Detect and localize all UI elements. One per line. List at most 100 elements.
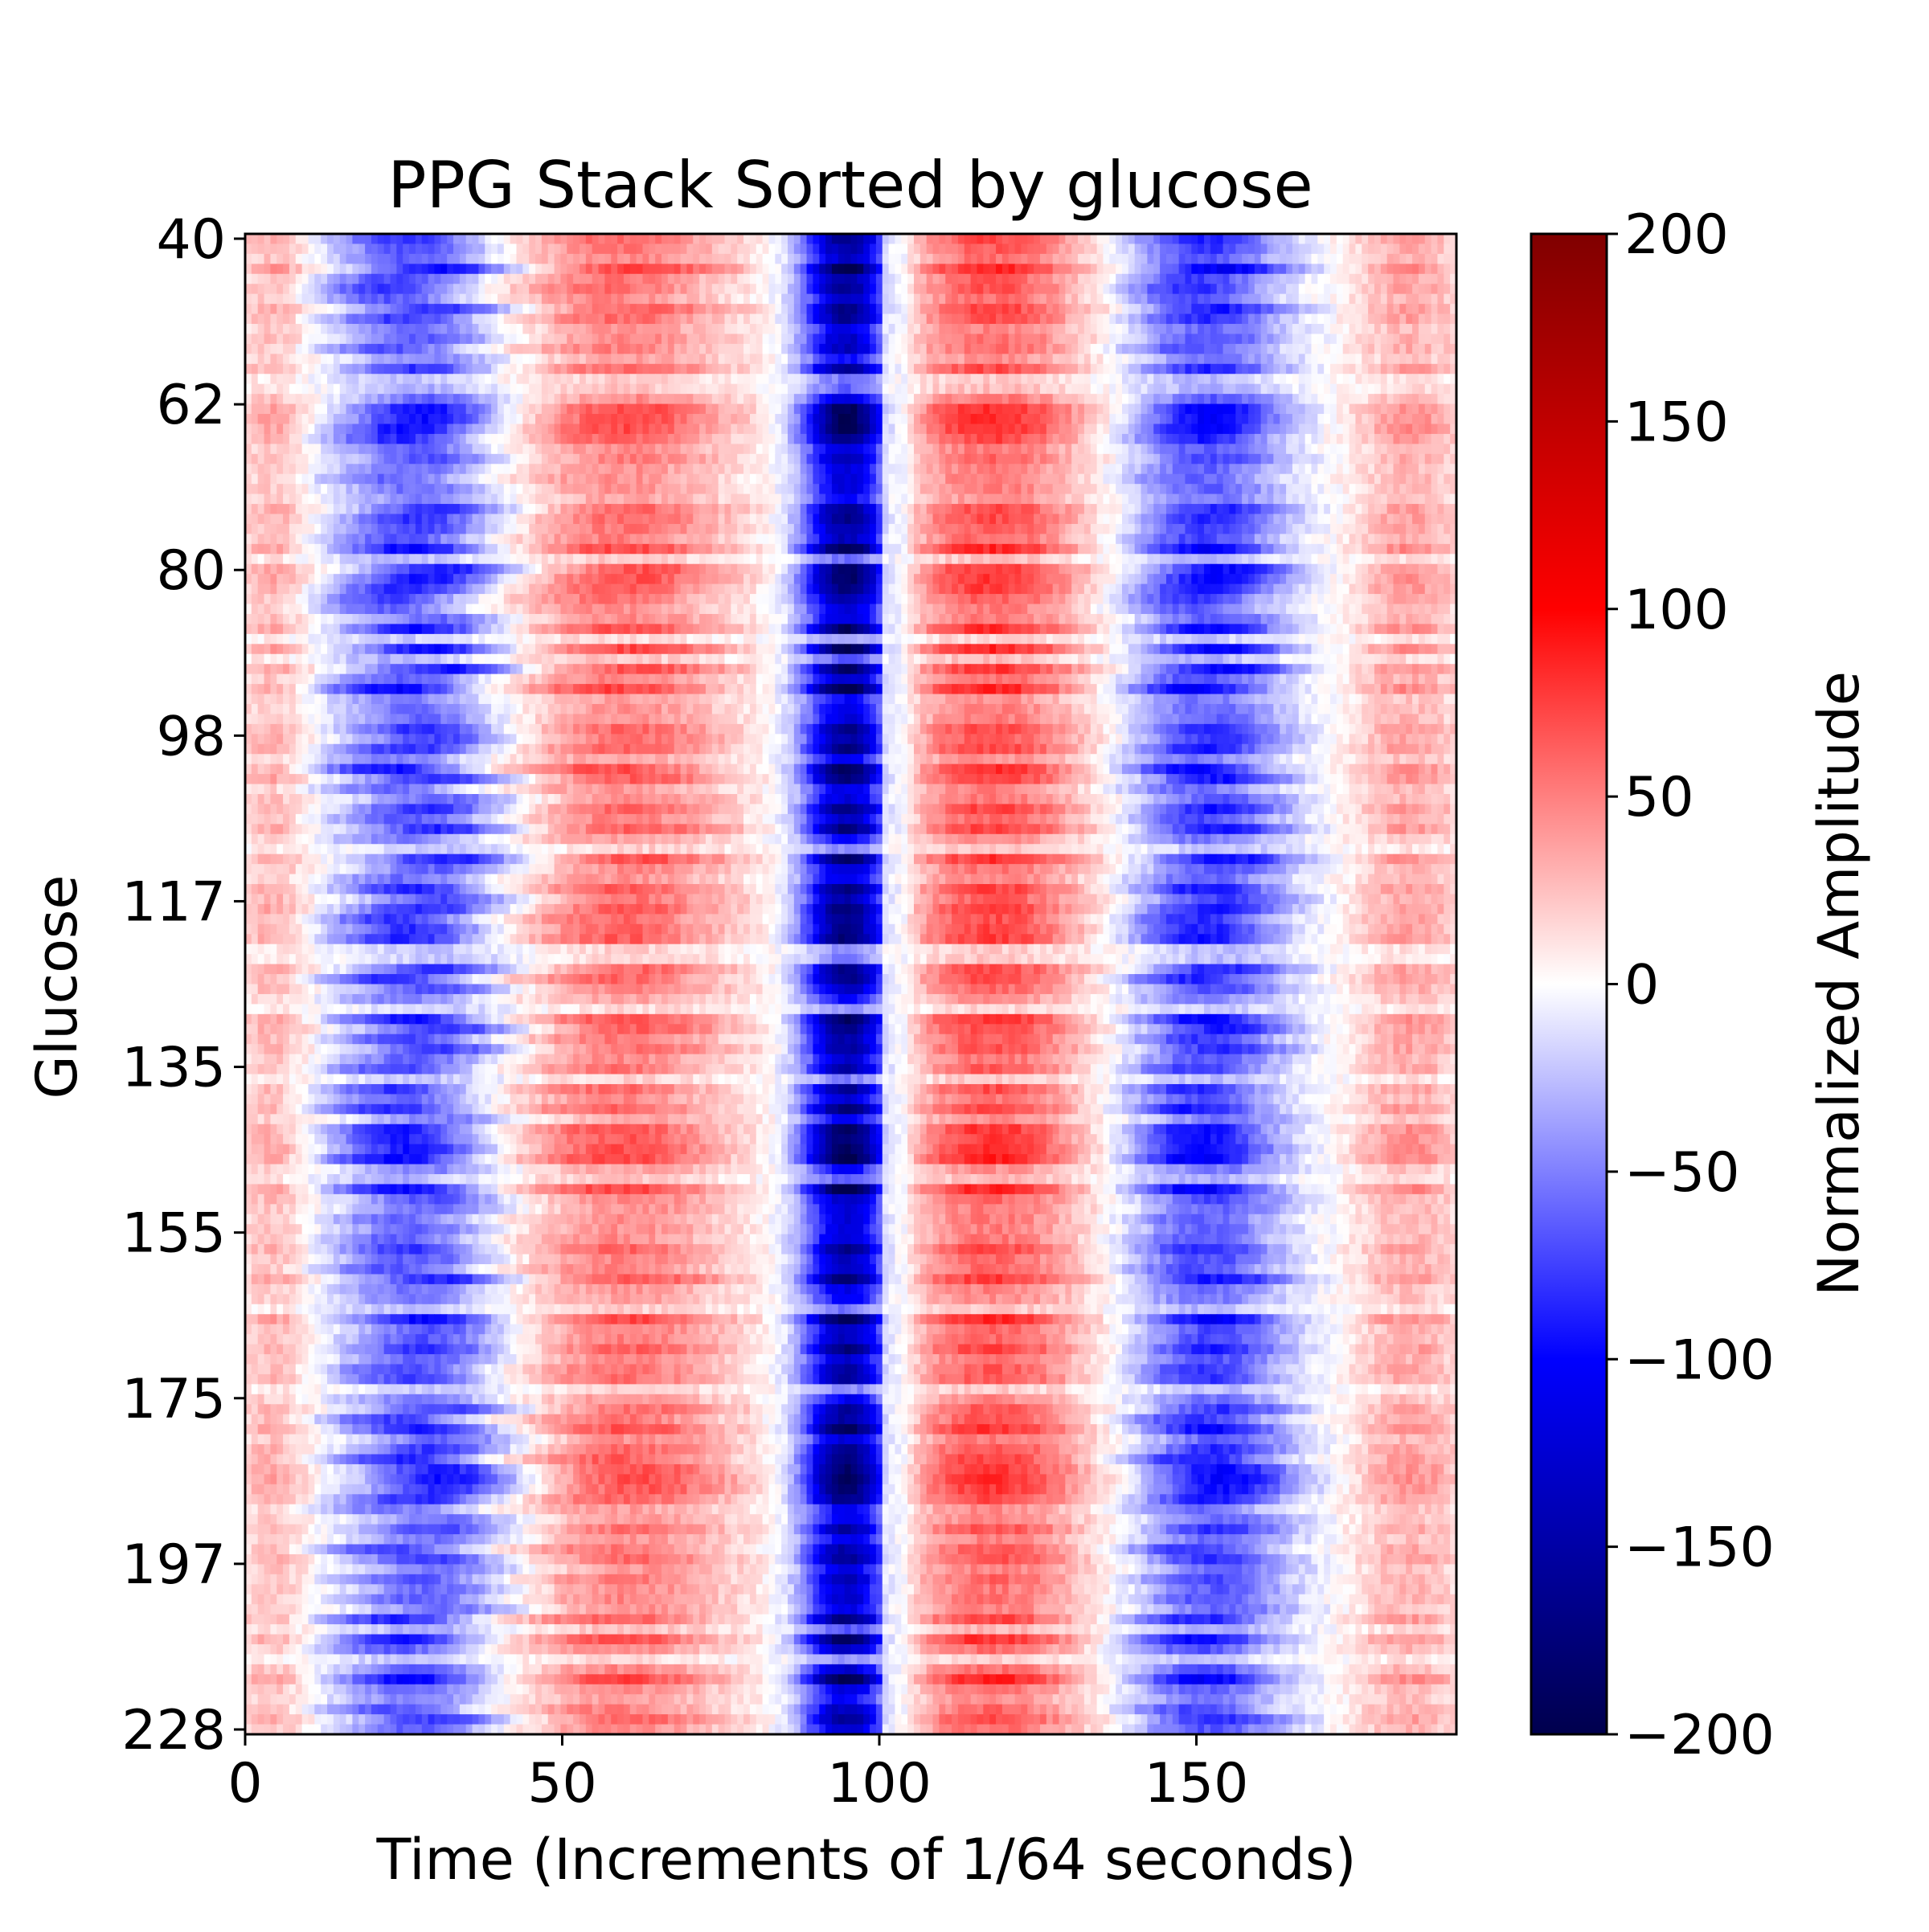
heatmap-cell	[831, 293, 839, 305]
heatmap-cell	[686, 324, 694, 335]
heatmap-cell	[1304, 414, 1313, 425]
heatmap-cell	[1090, 354, 1098, 365]
heatmap-cell	[1223, 244, 1231, 255]
heatmap-cell	[964, 394, 972, 405]
heatmap-cell	[478, 324, 485, 335]
heatmap-cell	[1065, 484, 1072, 495]
heatmap-cell	[358, 334, 366, 345]
heatmap-cell	[333, 363, 341, 375]
heatmap-cell	[1349, 284, 1357, 295]
heatmap-cell	[1247, 433, 1255, 444]
heatmap-cell	[705, 414, 713, 425]
heatmap-cell	[1065, 414, 1072, 425]
heatmap-cell	[1437, 313, 1444, 325]
heatmap-cell	[547, 293, 555, 305]
heatmap-cell	[964, 363, 972, 375]
heatmap-cell	[1267, 293, 1274, 305]
heatmap-cell	[270, 313, 277, 325]
heatmap-cell	[806, 343, 814, 354]
heatmap-cell	[1172, 293, 1180, 305]
heatmap-cell	[390, 464, 397, 475]
heatmap-cell	[1311, 234, 1318, 245]
heatmap-cell	[977, 473, 984, 485]
heatmap-cell	[1437, 343, 1444, 354]
heatmap-cell	[1116, 414, 1123, 425]
heatmap-cell	[1317, 354, 1325, 365]
heatmap-cell	[1386, 264, 1395, 275]
heatmap-cell	[888, 273, 896, 284]
heatmap-cell	[1304, 374, 1313, 385]
heatmap-cell	[453, 284, 461, 295]
heatmap-cell	[1393, 304, 1400, 315]
heatmap-cell	[339, 293, 347, 305]
heatmap-cell	[604, 383, 612, 395]
heatmap-cell	[245, 343, 252, 354]
heatmap-cell	[655, 424, 662, 435]
heatmap-cell	[1147, 394, 1154, 405]
heatmap-cell	[409, 363, 416, 375]
heatmap-cell	[497, 343, 505, 354]
heatmap-cell	[529, 383, 536, 395]
heatmap-cell	[1185, 374, 1192, 385]
heatmap-cell	[1071, 273, 1079, 284]
heatmap-cell	[996, 424, 1003, 435]
heatmap-cell	[1374, 374, 1382, 385]
heatmap-cell	[1122, 313, 1129, 325]
heatmap-cell	[358, 304, 366, 315]
heatmap-cell	[1147, 304, 1154, 315]
heatmap-cell	[1134, 253, 1142, 264]
heatmap-cell	[592, 403, 600, 415]
heatmap-cell	[919, 334, 928, 345]
heatmap-cell	[623, 334, 631, 345]
heatmap-cell	[592, 394, 600, 405]
heatmap-cell	[636, 293, 644, 305]
heatmap-cell	[617, 414, 625, 425]
heatmap-cell	[718, 363, 726, 375]
heatmap-cell	[1165, 354, 1173, 365]
heatmap-cell	[503, 363, 511, 375]
heatmap-cell	[497, 234, 505, 245]
heatmap-cell	[611, 484, 618, 495]
heatmap-cell	[629, 424, 637, 435]
heatmap-cell	[1393, 244, 1400, 255]
heatmap-cell	[996, 484, 1003, 495]
heatmap-cell	[377, 444, 385, 455]
heatmap-cell	[1071, 433, 1079, 444]
heatmap-cell	[390, 414, 397, 425]
heatmap-cell	[617, 313, 625, 325]
heatmap-cell	[510, 414, 518, 425]
heatmap-cell	[1172, 444, 1180, 455]
heatmap-cell	[1273, 343, 1280, 354]
heatmap-cell	[1330, 304, 1337, 315]
heatmap-cell	[497, 334, 505, 345]
heatmap-cell	[1039, 244, 1047, 255]
heatmap-cell	[1242, 354, 1249, 365]
heatmap-cell	[1078, 394, 1085, 405]
heatmap-cell	[800, 394, 808, 405]
heatmap-cell	[1078, 343, 1085, 354]
heatmap-cell	[314, 343, 322, 354]
heatmap-cell	[1273, 363, 1280, 375]
heatmap-cell	[491, 354, 498, 365]
heatmap-cell	[245, 234, 252, 245]
heatmap-cell	[844, 234, 852, 245]
heatmap-cell	[793, 453, 801, 465]
heatmap-cell	[409, 473, 416, 485]
heatmap-cell	[1317, 264, 1325, 275]
heatmap-cell	[895, 484, 902, 495]
heatmap-cell	[1336, 424, 1344, 435]
heatmap-cell	[295, 363, 303, 375]
heatmap-cell	[522, 343, 530, 354]
heatmap-cell	[573, 293, 580, 305]
heatmap-cell	[762, 403, 770, 415]
heatmap-cell	[245, 293, 252, 305]
heatmap-cell	[850, 354, 858, 365]
heatmap-cell	[352, 374, 359, 385]
heatmap-cell	[465, 264, 473, 275]
heatmap-cell	[585, 313, 593, 325]
heatmap-cell	[522, 324, 530, 335]
heatmap-cell	[465, 244, 473, 255]
heatmap-cell	[434, 264, 441, 275]
heatmap-cell	[636, 324, 644, 335]
heatmap-cell	[907, 273, 915, 284]
